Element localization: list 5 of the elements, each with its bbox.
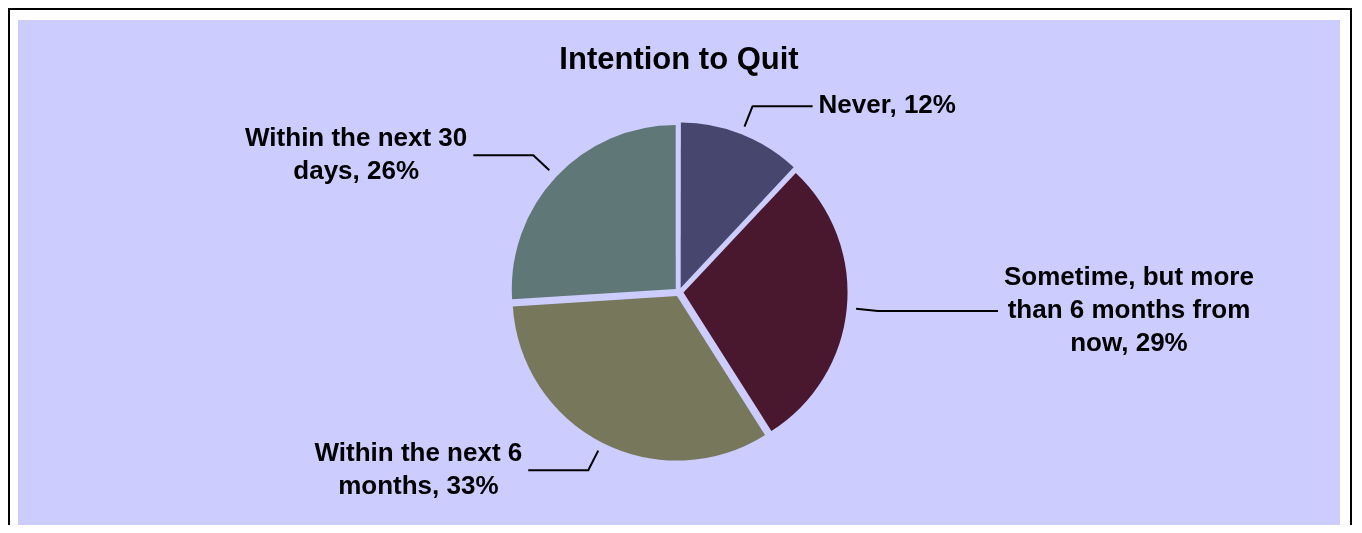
slice-label: Never, 12% [818,89,956,120]
slice-label: Within the next 30 days, 26% [245,121,468,185]
slice-label: Within the next 6 months, 33% [314,436,523,500]
slice-label: Sometime, but more than 6 months from now, 29% [1004,261,1254,358]
chart-title: Intention to Quit [559,41,799,77]
